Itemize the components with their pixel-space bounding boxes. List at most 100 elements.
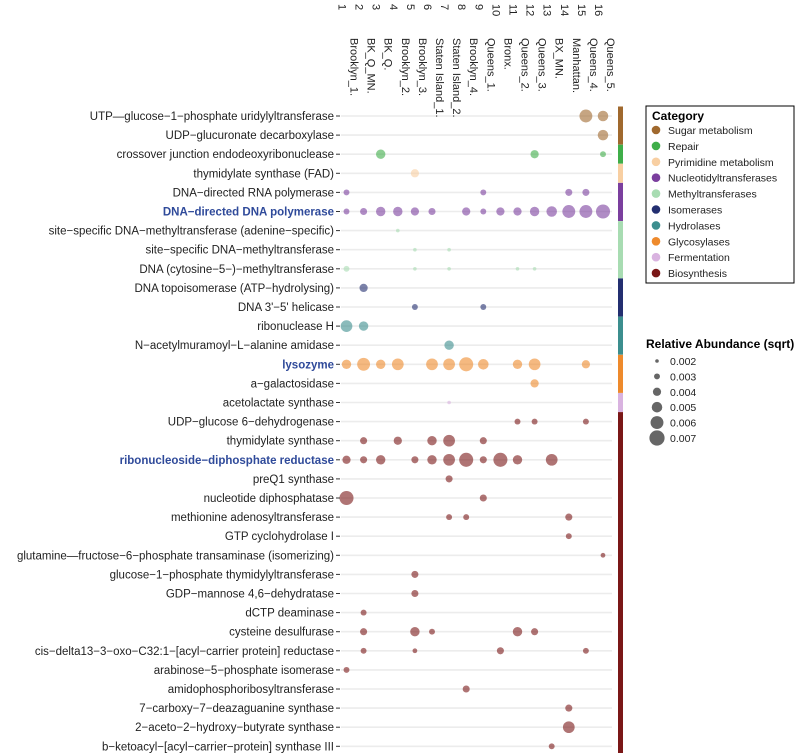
data-point: [512, 359, 523, 369]
category-bar-segment: [618, 221, 623, 279]
y-tick-label: 2−aceto−2−hydroxy−butyrate synthase: [135, 722, 334, 734]
data-point: [493, 452, 508, 467]
data-point: [360, 628, 368, 636]
x-tick-label: BX_MN.: [553, 38, 565, 79]
category-bar-segment: [618, 278, 623, 317]
y-tick-label: ribonuclease H: [257, 321, 334, 333]
data-point: [360, 647, 367, 654]
y-tick-label: DNA topoisomerase (ATP−hydrolysing): [134, 283, 334, 295]
legend-label: Hydrolases: [668, 220, 721, 232]
data-point: [565, 513, 573, 521]
data-point: [427, 455, 437, 465]
x-tick-number: 6: [421, 4, 433, 10]
y-tick-label: DNA (cytosine−5−)−methyltransferase: [139, 264, 334, 276]
data-point: [513, 207, 522, 216]
y-tick-label: glutamine—fructose−6−phosphate transamin…: [17, 550, 334, 562]
x-tick-label: Queens_5.: [604, 38, 616, 92]
y-tick-label: thymidylate synthase: [227, 436, 334, 448]
data-point: [600, 151, 606, 158]
legend-swatch: [651, 141, 661, 151]
data-point: [443, 358, 455, 371]
data-point: [480, 208, 487, 215]
x-tick-label: Brooklyn_2.: [399, 38, 411, 96]
x-tick-label: Manhattan.: [570, 38, 582, 93]
y-tick-label: a−galactosidase: [251, 378, 334, 390]
data-point: [427, 436, 437, 446]
data-point: [411, 570, 419, 578]
data-point: [340, 320, 353, 332]
legend-label: Biosynthesis: [668, 268, 727, 280]
y-tick-label: lysozyme: [282, 359, 334, 371]
x-tick-number: 7: [438, 4, 450, 10]
data-point: [359, 283, 368, 293]
legend-swatch: [651, 125, 661, 135]
y-tick-label: amidophosphoribosyltransferase: [168, 684, 334, 696]
data-point: [579, 109, 593, 123]
legend-swatch: [651, 157, 661, 167]
y-tick-label: GTP cyclohydrolase I: [225, 531, 334, 543]
data-point: [478, 359, 489, 370]
data-point: [512, 627, 523, 637]
y-tick-label: 7−carboxy−7−deazaguanine synthase: [139, 703, 334, 715]
data-point: [479, 437, 487, 445]
data-point: [411, 304, 418, 310]
y-tick-label: site−specific DNA−methyltransferase (ade…: [49, 226, 335, 238]
x-tick-label: Brooklyn_1.: [348, 38, 360, 96]
legend-label: Nucleotidyltransferases: [668, 173, 777, 185]
data-point: [565, 704, 573, 712]
x-tick-label: BK_Q_MN.: [365, 38, 377, 94]
category-bar-segment: [618, 144, 623, 164]
x-tick-label: Queens_3.: [536, 38, 548, 92]
data-point: [376, 149, 386, 159]
data-point: [597, 129, 609, 141]
data-point: [546, 206, 557, 217]
x-tick-label: Queens_4.: [587, 38, 599, 92]
data-point: [358, 321, 369, 331]
x-tick-label: Queens_1.: [484, 38, 496, 92]
x-tick-number: 10: [489, 4, 501, 16]
category-bar-segment: [618, 163, 623, 183]
data-point: [565, 188, 573, 196]
x-tick-number: 3: [370, 4, 382, 10]
data-point: [357, 357, 371, 371]
x-tick-number: 15: [575, 4, 587, 16]
data-point: [413, 247, 417, 252]
x-tick-label: Queens_2.: [519, 38, 531, 92]
size-legend: Relative Abundance (sqrt) 0.002 0.003 0.00…: [646, 337, 794, 446]
legend-label: Isomerases: [668, 205, 722, 217]
x-tick-label: Brooklyn_3.: [416, 38, 428, 96]
data-point: [342, 455, 351, 464]
data-point: [531, 628, 539, 636]
data-point: [445, 475, 453, 483]
y-tick-label: GDP−mannose 4,6−dehydratase: [166, 589, 334, 601]
data-point: [341, 359, 352, 369]
data-point: [343, 189, 350, 196]
data-point: [396, 228, 400, 233]
category-legend: Category Sugar metabolism Repair Pyrimidin…: [645, 105, 795, 284]
data-point: [582, 418, 589, 425]
data-point: [393, 436, 402, 445]
data-point: [529, 206, 540, 217]
data-point: [444, 340, 454, 350]
size-legend-label: 0.006: [670, 418, 696, 430]
data-point: [600, 552, 606, 558]
x-tick-number: 9: [472, 4, 484, 10]
category-bar: [618, 106, 623, 753]
data-point: [360, 207, 368, 216]
data-point: [532, 267, 537, 271]
data-point: [391, 358, 404, 371]
x-tick-number: 16: [592, 4, 604, 16]
data-point: [459, 452, 474, 467]
data-point: [410, 627, 420, 637]
y-tick-label: nucleotide diphosphatase: [204, 493, 334, 505]
category-legend-box: [645, 105, 795, 284]
data-point: [479, 456, 487, 464]
y-tick-label: UDP−glucuronate decarboxylase: [166, 130, 334, 142]
data-point: [360, 437, 368, 445]
y-tick-label: cis−delta13−3−oxo−C32:1−[acyl−carrier pr…: [35, 646, 334, 658]
x-tick-number: 8: [455, 4, 467, 10]
y-tick-label: preQ1 synthase: [253, 474, 334, 486]
y-tick-label: UDP−glucose 6−dehydrogenase: [168, 417, 334, 429]
legend-swatch: [651, 221, 661, 230]
data-point: [443, 453, 455, 466]
